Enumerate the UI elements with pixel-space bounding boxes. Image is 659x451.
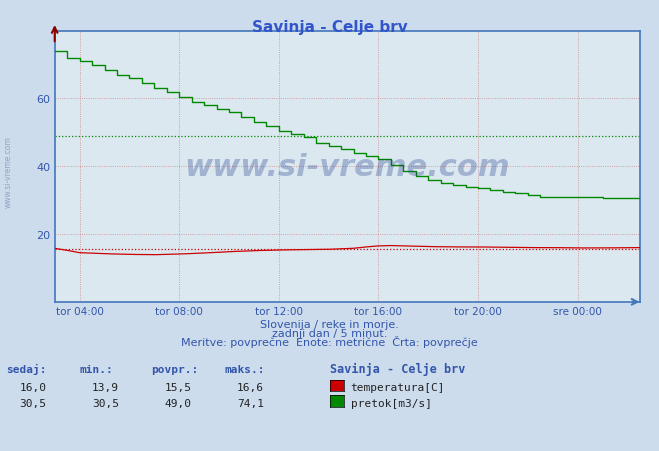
Text: 30,5: 30,5	[92, 398, 119, 408]
Text: 74,1: 74,1	[237, 398, 264, 408]
Text: 15,5: 15,5	[165, 382, 191, 392]
Text: povpr.:: povpr.:	[152, 364, 199, 374]
Text: Savinja - Celje brv: Savinja - Celje brv	[330, 362, 465, 375]
Text: pretok[m3/s]: pretok[m3/s]	[351, 398, 432, 408]
Text: Savinja - Celje brv: Savinja - Celje brv	[252, 20, 407, 35]
Text: www.si-vreme.com: www.si-vreme.com	[185, 152, 510, 181]
Text: www.si-vreme.com: www.si-vreme.com	[3, 135, 13, 207]
Text: sedaj:: sedaj:	[7, 363, 47, 374]
Text: 13,9: 13,9	[92, 382, 119, 392]
Text: 49,0: 49,0	[165, 398, 191, 408]
Text: 30,5: 30,5	[20, 398, 46, 408]
Text: zadnji dan / 5 minut.: zadnji dan / 5 minut.	[272, 328, 387, 338]
Text: 16,0: 16,0	[20, 382, 46, 392]
Text: min.:: min.:	[79, 364, 113, 374]
Text: Slovenija / reke in morje.: Slovenija / reke in morje.	[260, 319, 399, 329]
Text: maks.:: maks.:	[224, 364, 264, 374]
Text: temperatura[C]: temperatura[C]	[351, 382, 445, 392]
Text: Meritve: povprečne  Enote: metrične  Črta: povprečje: Meritve: povprečne Enote: metrične Črta:…	[181, 335, 478, 347]
Text: 16,6: 16,6	[237, 382, 264, 392]
